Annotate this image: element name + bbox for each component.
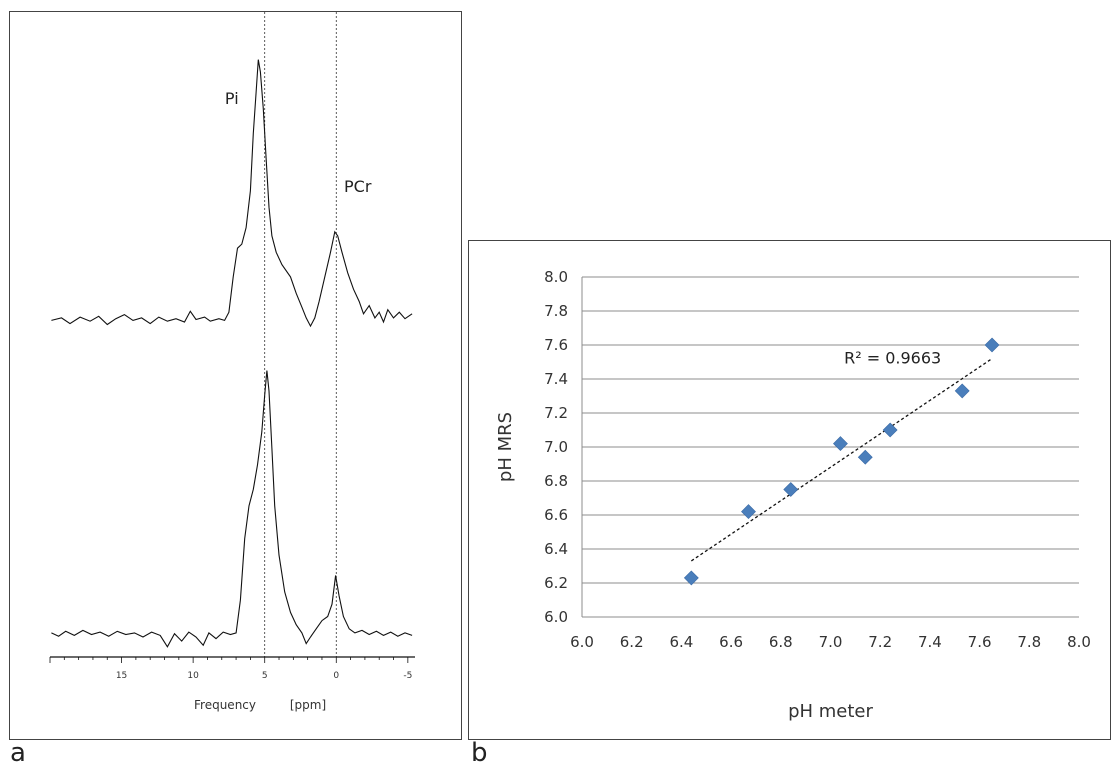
x-tick-label: 8.0 bbox=[1067, 633, 1091, 651]
x-tick-label: 6.2 bbox=[620, 633, 644, 651]
r-squared-label: R² = 0.9663 bbox=[844, 349, 941, 368]
x-tick-label: 6.8 bbox=[769, 633, 793, 651]
x-tick-label: -5 bbox=[403, 671, 412, 681]
data-point bbox=[984, 337, 1000, 353]
data-point bbox=[833, 436, 848, 452]
x-tick-label: 10 bbox=[187, 671, 199, 681]
data-point bbox=[783, 482, 799, 497]
y-tick-label: 6.6 bbox=[544, 506, 568, 524]
spectrum-trace-0 bbox=[51, 59, 413, 328]
x-tick-label: 7.8 bbox=[1017, 633, 1041, 651]
y-tick-label: 7.4 bbox=[544, 370, 568, 388]
spectrum-trace-1 bbox=[51, 370, 413, 648]
panel-label-b: b bbox=[471, 738, 488, 768]
x-axis-label: Frequency bbox=[194, 698, 256, 712]
panel-label-a: a bbox=[10, 738, 26, 768]
y-tick-label: 8.0 bbox=[544, 268, 568, 286]
data-point bbox=[683, 570, 699, 586]
x-tick-label: 6.0 bbox=[570, 633, 594, 651]
x-axis-unit: [ppm] bbox=[290, 698, 326, 712]
x-tick-label: 5 bbox=[262, 671, 268, 681]
data-point bbox=[741, 504, 756, 520]
y-tick-label: 6.0 bbox=[544, 608, 568, 626]
y-axis-label: pH MRS bbox=[495, 412, 516, 482]
data-point bbox=[857, 449, 873, 465]
x-tick-label: 7.4 bbox=[918, 633, 942, 651]
y-tick-label: 7.0 bbox=[544, 438, 568, 456]
peak-label-pi: Pi bbox=[225, 89, 239, 108]
data-point bbox=[954, 383, 970, 399]
x-tick-label: 7.0 bbox=[819, 633, 843, 651]
x-tick-label: 7.2 bbox=[868, 633, 892, 651]
x-tick-label: 15 bbox=[116, 671, 127, 681]
y-tick-label: 6.2 bbox=[544, 574, 568, 592]
y-tick-label: 7.6 bbox=[544, 336, 568, 354]
x-tick-label: 7.6 bbox=[968, 633, 992, 651]
y-tick-label: 7.2 bbox=[544, 404, 568, 422]
scatter-plot: 8.0 7.8 7.6 7.4 7.2 7.0 6.8 6.6 6.4 6.2 6.06.0 6.2 6… bbox=[495, 268, 1091, 722]
data-point bbox=[882, 422, 898, 438]
spectrum-panel: Pi PCr 15 10 5 0 -5 Frequency [ppm] bbox=[9, 11, 462, 740]
y-tick-label: 6.8 bbox=[544, 472, 568, 490]
x-tick-label: 6.4 bbox=[669, 633, 693, 651]
x-tick-label: 6.6 bbox=[719, 633, 743, 651]
trendline bbox=[690, 358, 993, 562]
peak-label-pcr: PCr bbox=[344, 177, 372, 196]
x-axis-label: pH meter bbox=[788, 701, 873, 722]
y-tick-label: 6.4 bbox=[544, 540, 568, 558]
y-tick-label: 7.8 bbox=[544, 302, 568, 320]
x-tick-label: 0 bbox=[333, 671, 339, 681]
spectrum-plot: Pi PCr 15 10 5 0 -5 Frequency [ppm] bbox=[49, 12, 415, 712]
scatter-panel: 8.0 7.8 7.6 7.4 7.2 7.0 6.8 6.6 6.4 6.2 6.0 6.0 6.2 6… bbox=[468, 240, 1111, 740]
